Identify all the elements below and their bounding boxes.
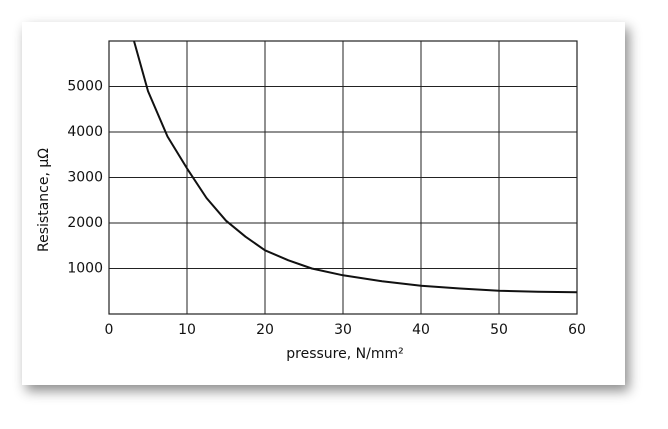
y-tick-label: 1000 [67, 261, 103, 277]
y-tick-label: 2000 [67, 215, 103, 231]
x-tick-label: 0 [105, 322, 114, 338]
x-axis-label: pressure, N/mm² [286, 346, 403, 362]
y-tick-label: 5000 [67, 79, 103, 95]
data-line [133, 40, 578, 294]
x-tick-label: 20 [256, 322, 274, 338]
y-tick-label: 4000 [67, 124, 103, 140]
x-tick-label: 10 [178, 322, 196, 338]
x-tick-label: 30 [334, 322, 352, 338]
x-tick-label: 50 [490, 322, 508, 338]
y-axis-label: Resistance, μΩ [36, 148, 52, 252]
x-tick-label: 40 [412, 322, 430, 338]
x-tick-label: 60 [568, 322, 586, 338]
card [22, 22, 625, 385]
y-tick-label: 3000 [67, 170, 103, 186]
